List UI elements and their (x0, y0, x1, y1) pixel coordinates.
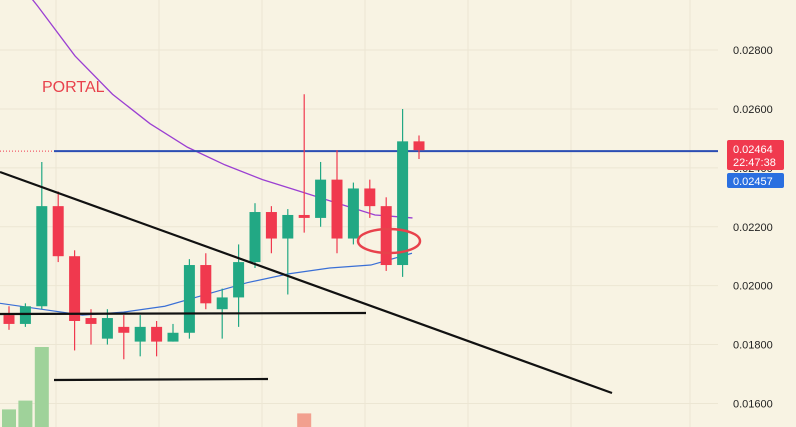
volume-bar (2, 409, 16, 427)
candle-body (167, 332, 179, 342)
candle-down (364, 179, 376, 218)
secondary-price-label-bg (727, 173, 784, 189)
candle-body (413, 141, 425, 151)
countdown-label: 22:47:38 (733, 157, 776, 169)
volume-bar (18, 400, 33, 427)
candle-body (134, 326, 146, 342)
candle-body (233, 262, 245, 298)
candle-down (52, 191, 64, 263)
candle-up (183, 259, 195, 339)
candle-body (3, 315, 15, 324)
candle-body (69, 256, 81, 321)
candle-body (200, 265, 212, 304)
candle-body (52, 206, 64, 257)
candle-body (249, 212, 261, 263)
y-tick-label: 0.01600 (733, 398, 773, 410)
candle-down (380, 197, 392, 271)
candle-up (101, 309, 113, 345)
candle-up (19, 303, 31, 327)
descending-trendline (0, 170, 613, 395)
candle-body (364, 188, 376, 207)
candle-down (85, 309, 97, 345)
y-tick-label: 0.02600 (733, 104, 773, 116)
candle-up (282, 209, 294, 295)
candle-body (315, 179, 327, 218)
candle-up (249, 203, 261, 268)
candle-down (413, 135, 425, 160)
candle-down (331, 150, 343, 254)
y-tick-label: 0.02800 (733, 45, 773, 57)
y-tick-label: 0.02200 (733, 222, 773, 234)
candle-down (200, 253, 212, 310)
candle-body (282, 214, 294, 239)
volume-bar (34, 347, 49, 427)
volume-line-drawing (53, 377, 269, 382)
volume-bar (297, 413, 312, 427)
y-tick-label: 0.01800 (733, 340, 773, 352)
candle-down (265, 206, 277, 254)
moving-average-long (31, 0, 413, 219)
candle-body (36, 206, 48, 307)
candle-up (167, 323, 179, 342)
candle-down (151, 320, 163, 357)
candle-up (134, 315, 146, 357)
candle-body (298, 214, 310, 218)
last-price-label-bg (727, 140, 784, 171)
secondary-price-label: 0.02457 (733, 176, 773, 188)
candle-up (315, 161, 327, 227)
candle-body (19, 306, 31, 324)
candle-down (298, 94, 310, 233)
last-price-label: 0.02464 (733, 144, 773, 156)
candle-down (69, 250, 81, 351)
candle-body (265, 212, 277, 239)
candle-up (347, 182, 359, 245)
candle-body (85, 318, 97, 324)
candle-body (118, 326, 130, 333)
candle-body (331, 179, 343, 239)
candle-body (397, 141, 409, 266)
candle-down (118, 315, 130, 360)
highlight-circle (356, 227, 422, 255)
candle-body (347, 188, 359, 239)
candle-up (397, 108, 409, 277)
candle-body (101, 318, 113, 339)
support-line (0, 311, 367, 316)
candle-body (183, 265, 195, 333)
candle-body (151, 326, 163, 342)
candle-body (380, 206, 392, 266)
candle-down (3, 306, 15, 330)
candle-body (216, 297, 228, 310)
y-tick-label: 0.02000 (733, 281, 773, 293)
chart-title: PORTAL (42, 79, 105, 96)
